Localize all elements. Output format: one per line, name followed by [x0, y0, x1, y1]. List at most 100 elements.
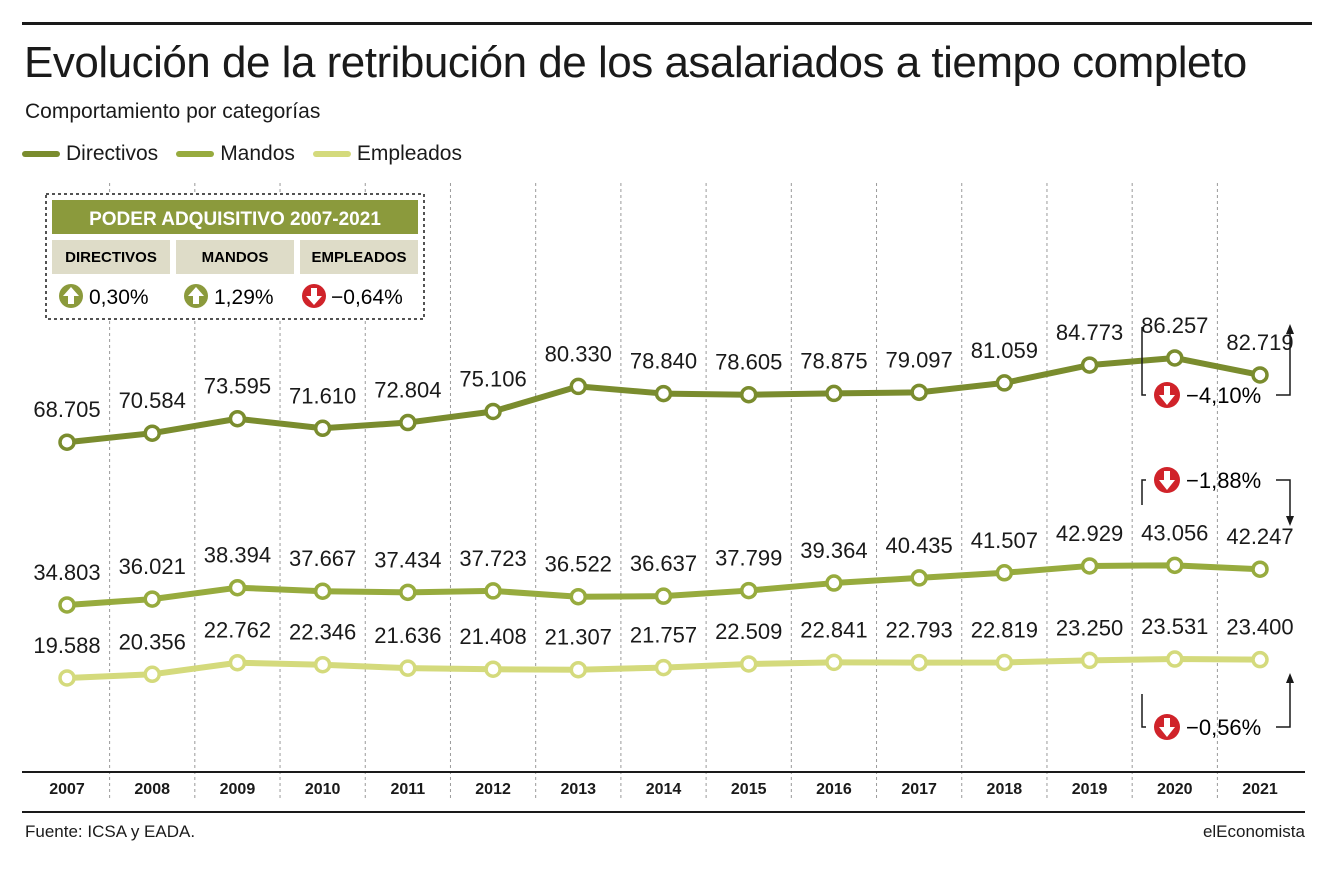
- inset-col-label-empleados: EMPLEADOS: [311, 249, 406, 266]
- data-point-empleados: [569, 660, 588, 679]
- data-point-mandos: [739, 581, 758, 600]
- chart-subtitle: Comportamiento por categorías: [25, 100, 321, 123]
- change-annotation-directivos: −4,10%: [1141, 324, 1294, 408]
- data-point-directivos: [995, 374, 1014, 392]
- data-point-directivos: [1251, 366, 1269, 384]
- data-point-empleados: [739, 655, 758, 673]
- data-point-empleados: [654, 658, 673, 677]
- inset-title-bg: [52, 200, 418, 234]
- data-label-directivos: 80.330: [545, 341, 612, 366]
- data-point-empleados: [825, 653, 843, 672]
- arrow-down-icon: [1154, 382, 1180, 408]
- data-point-directivos: [143, 424, 161, 442]
- data-point-empleados: [1166, 650, 1184, 668]
- data-point-empleados: [313, 655, 332, 674]
- data-point-empleados: [143, 665, 161, 684]
- legend-item-directivos: Directivos: [22, 142, 158, 166]
- x-tick-label: 2009: [220, 781, 256, 798]
- data-point-mandos: [910, 569, 928, 587]
- data-point-mandos: [1080, 557, 1099, 575]
- data-label-empleados: 21.408: [459, 624, 526, 649]
- data-label-directivos: 78.605: [715, 350, 782, 375]
- data-label-mandos: 42.929: [1056, 521, 1123, 546]
- data-label-directivos: 70.584: [119, 388, 186, 413]
- data-point-mandos: [995, 564, 1014, 582]
- data-point-empleados: [484, 660, 502, 678]
- change-annotation-mandos: −1,88%: [1141, 467, 1294, 526]
- data-point-empleados: [399, 659, 417, 677]
- change-value-empleados: −0,56%: [1186, 715, 1261, 740]
- data-label-directivos: 81.059: [971, 338, 1038, 363]
- data-label-empleados: 23.400: [1226, 615, 1293, 640]
- data-point-mandos: [484, 582, 502, 600]
- data-label-directivos: 71.610: [289, 383, 356, 408]
- data-point-directivos: [58, 433, 76, 451]
- data-point-mandos: [58, 596, 76, 614]
- brand-logo: elEconomista: [1202, 822, 1305, 841]
- data-point-mandos: [825, 574, 843, 592]
- data-point-mandos: [143, 590, 161, 608]
- legend-item-mandos: Mandos: [176, 142, 295, 166]
- inset-col-bg-mandos: [176, 240, 294, 274]
- legend-swatch-directivos: [22, 151, 60, 157]
- data-point-mandos: [1251, 560, 1269, 578]
- data-label-mandos: 42.247: [1226, 524, 1293, 549]
- data-point-mandos: [569, 587, 588, 606]
- inset-col-bg-directivos: [52, 240, 170, 274]
- inset-title: PODER ADQUISITIVO 2007-2021: [89, 209, 381, 230]
- data-label-directivos: 79.097: [885, 347, 952, 372]
- data-point-empleados: [1080, 651, 1099, 670]
- source-note: Fuente: ICSA y EADA.: [25, 822, 196, 841]
- series-layer: 68.705 70.584 73.595 71.610 72.804 75.106 80.3…: [33, 313, 1294, 687]
- data-label-mandos: 39.364: [800, 538, 867, 563]
- data-label-mandos: 37.799: [715, 546, 782, 571]
- legend-swatch-empleados: [312, 151, 351, 157]
- x-tick-label: 2016: [816, 781, 852, 798]
- data-point-empleados: [228, 653, 247, 672]
- x-tick-label: 2018: [987, 781, 1023, 798]
- arrow-up-icon: [184, 284, 208, 308]
- inset-col-label-mandos: MANDOS: [202, 249, 269, 266]
- data-label-mandos: 37.667: [289, 546, 356, 571]
- inset-col-label-directivos: DIRECTIVOS: [65, 249, 157, 266]
- data-label-directivos: 78.840: [630, 349, 697, 374]
- series-mandos: 34.803 36.021 38.394 37.667 37.434 37.723 36.5…: [33, 520, 1294, 614]
- x-tick-label: 2014: [646, 781, 682, 798]
- chart-title: Evolución de la retribución de los asala…: [24, 38, 1247, 87]
- data-point-directivos: [569, 377, 588, 396]
- data-point-mandos: [1166, 556, 1184, 575]
- data-point-mandos: [313, 582, 332, 600]
- data-label-directivos: 73.595: [204, 374, 271, 399]
- legend-item-empleados: Empleados: [312, 142, 462, 166]
- data-label-mandos: 36.637: [630, 551, 697, 576]
- data-point-empleados: [1251, 650, 1269, 669]
- data-label-empleados: 23.250: [1056, 615, 1123, 640]
- legend: Directivos Mandos Empleados: [22, 142, 462, 166]
- data-point-directivos: [228, 409, 247, 428]
- data-point-directivos: [825, 384, 843, 403]
- change-annotation-empleados: −0,56%: [1141, 673, 1294, 740]
- data-label-empleados: 22.762: [204, 618, 271, 643]
- x-tick-label: 2010: [305, 781, 341, 798]
- arrow-down-icon: [1154, 467, 1180, 493]
- x-tick-label: 2021: [1242, 781, 1278, 798]
- data-point-directivos: [484, 402, 502, 421]
- x-tick-label: 2011: [390, 781, 425, 798]
- inset-value-mandos: 1,29%: [214, 286, 274, 309]
- data-label-directivos: 68.705: [33, 397, 100, 422]
- data-point-mandos: [228, 578, 247, 597]
- data-point-directivos: [399, 413, 417, 432]
- arrow-up-icon: [59, 284, 83, 308]
- change-value-mandos: −1,88%: [1186, 468, 1261, 493]
- data-label-directivos: 78.875: [800, 348, 867, 373]
- data-point-mandos: [654, 587, 673, 605]
- arrow-down-icon: [302, 284, 326, 308]
- data-label-directivos: 84.773: [1056, 320, 1123, 345]
- data-label-empleados: 21.307: [545, 625, 612, 650]
- data-label-mandos: 37.434: [374, 547, 441, 572]
- data-label-directivos: 75.106: [459, 366, 526, 391]
- x-tick-label: 2017: [901, 781, 937, 798]
- data-label-empleados: 22.793: [885, 618, 952, 643]
- series-empleados: 19.588 20.356 22.762 22.346 21.636 21.408 21.3…: [33, 614, 1294, 687]
- x-tick-label: 2020: [1157, 781, 1193, 798]
